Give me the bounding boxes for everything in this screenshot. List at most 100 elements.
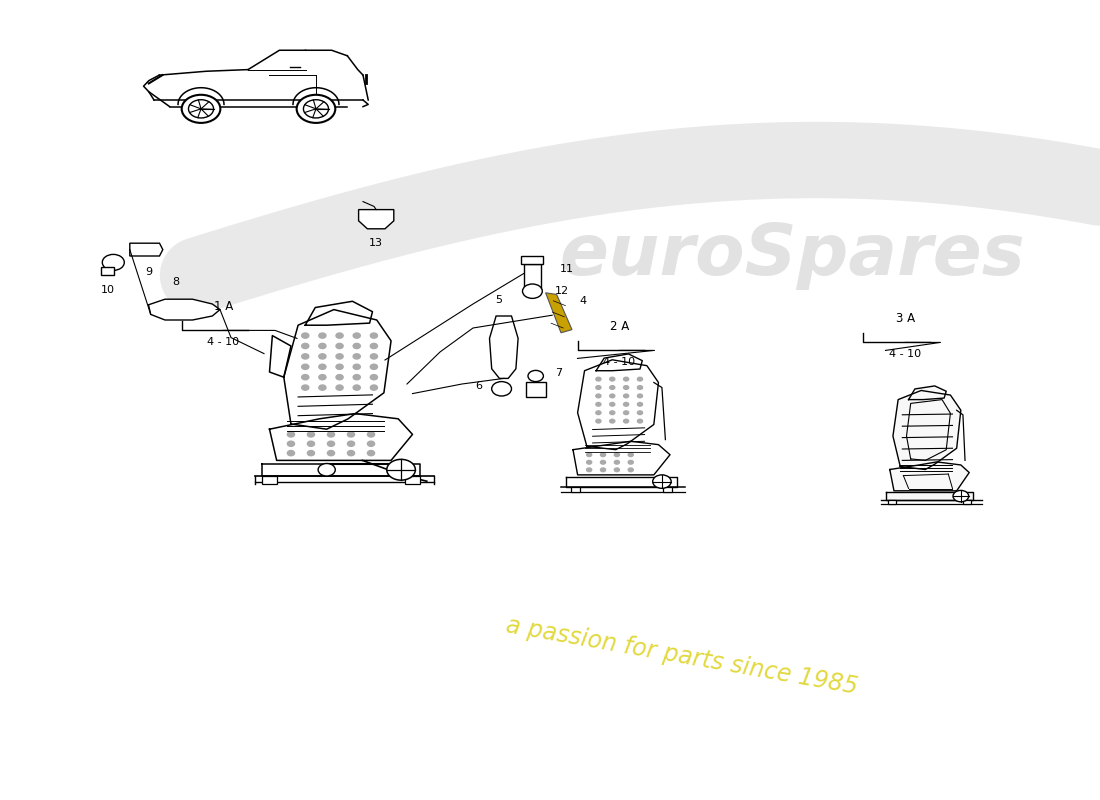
Circle shape [624, 394, 629, 398]
Circle shape [371, 385, 377, 390]
Circle shape [307, 441, 315, 446]
Text: 4 - 10: 4 - 10 [207, 337, 240, 347]
Circle shape [624, 402, 629, 406]
Text: 10: 10 [101, 285, 114, 294]
Circle shape [609, 402, 615, 406]
Circle shape [953, 490, 969, 502]
Text: 12: 12 [554, 286, 569, 296]
Circle shape [319, 343, 326, 349]
Polygon shape [262, 463, 420, 476]
Text: 11: 11 [560, 264, 574, 274]
Bar [524, 264, 541, 290]
Circle shape [624, 378, 629, 381]
Circle shape [319, 374, 326, 380]
Polygon shape [886, 492, 974, 500]
Circle shape [371, 364, 377, 370]
Circle shape [353, 385, 361, 390]
Circle shape [637, 394, 642, 398]
Circle shape [609, 386, 615, 390]
Circle shape [336, 354, 343, 359]
Circle shape [367, 441, 375, 446]
Polygon shape [890, 462, 969, 490]
Circle shape [348, 432, 354, 437]
Circle shape [301, 364, 309, 370]
Text: 3 A: 3 A [895, 312, 915, 325]
Circle shape [586, 468, 592, 472]
Circle shape [297, 94, 336, 123]
Circle shape [353, 374, 361, 380]
Circle shape [609, 378, 615, 381]
Circle shape [287, 441, 295, 446]
Circle shape [353, 354, 361, 359]
Circle shape [336, 374, 343, 380]
Circle shape [287, 432, 295, 437]
Circle shape [371, 374, 377, 380]
Text: 4 - 10: 4 - 10 [889, 349, 922, 359]
Text: 4 - 10: 4 - 10 [603, 357, 636, 366]
Polygon shape [270, 336, 290, 378]
Circle shape [609, 394, 615, 398]
Bar [526, 382, 546, 397]
Polygon shape [573, 442, 670, 475]
Circle shape [492, 382, 512, 396]
Circle shape [102, 254, 124, 270]
Polygon shape [490, 316, 518, 378]
Circle shape [528, 370, 543, 382]
Circle shape [601, 461, 606, 464]
Circle shape [328, 441, 334, 446]
Polygon shape [566, 477, 676, 486]
Circle shape [596, 386, 601, 390]
Circle shape [522, 284, 542, 298]
Text: 13: 13 [370, 238, 383, 249]
Polygon shape [893, 390, 961, 470]
Circle shape [624, 411, 629, 414]
Circle shape [609, 411, 615, 414]
Circle shape [301, 354, 309, 359]
Polygon shape [284, 310, 392, 429]
Polygon shape [148, 299, 220, 320]
Circle shape [586, 453, 592, 457]
Circle shape [596, 419, 601, 423]
Text: a passion for parts since 1985: a passion for parts since 1985 [504, 613, 860, 699]
Text: 9: 9 [145, 267, 152, 278]
Bar [888, 500, 896, 505]
Circle shape [596, 402, 601, 406]
Polygon shape [305, 302, 373, 326]
Bar [962, 500, 971, 505]
Circle shape [371, 343, 377, 349]
Circle shape [628, 468, 634, 472]
Text: 2 A: 2 A [609, 320, 629, 333]
Circle shape [624, 419, 629, 423]
Circle shape [353, 364, 361, 370]
Circle shape [637, 386, 642, 390]
Circle shape [596, 411, 601, 414]
Polygon shape [578, 360, 659, 450]
Circle shape [586, 461, 592, 464]
Circle shape [637, 411, 642, 414]
Circle shape [319, 385, 326, 390]
Bar [405, 476, 420, 484]
Circle shape [307, 432, 315, 437]
Polygon shape [596, 354, 642, 370]
Circle shape [652, 475, 671, 488]
Text: euroSpares: euroSpares [559, 222, 1025, 290]
Circle shape [596, 394, 601, 398]
Circle shape [301, 343, 309, 349]
Text: 5: 5 [495, 295, 502, 305]
Circle shape [609, 419, 615, 423]
Circle shape [319, 354, 326, 359]
Circle shape [387, 459, 416, 480]
Circle shape [301, 333, 309, 338]
Circle shape [301, 385, 309, 390]
Circle shape [367, 450, 375, 456]
Polygon shape [359, 210, 394, 229]
Circle shape [637, 419, 642, 423]
Circle shape [628, 461, 634, 464]
Circle shape [624, 386, 629, 390]
Circle shape [318, 463, 336, 476]
Circle shape [336, 364, 343, 370]
Circle shape [614, 461, 619, 464]
Text: 1 A: 1 A [213, 300, 233, 313]
Polygon shape [130, 243, 163, 256]
Circle shape [614, 453, 619, 457]
